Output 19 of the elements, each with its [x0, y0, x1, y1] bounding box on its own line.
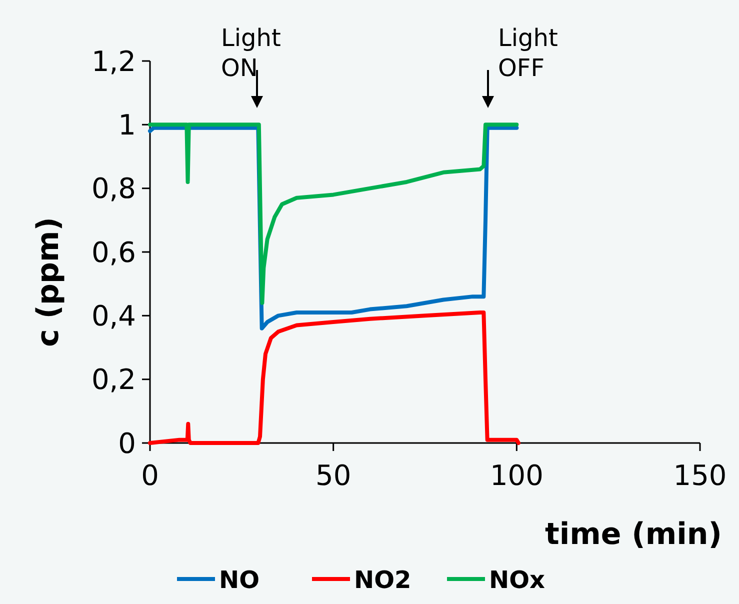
y-axis-title: c (ppm): [31, 217, 66, 347]
line-series: [148, 310, 520, 445]
y-tick-label: 0,2: [91, 363, 136, 396]
x-tick-label: 50: [316, 459, 352, 492]
y-tick-label: 0,8: [91, 172, 136, 206]
x-tick-label: 150: [673, 459, 727, 492]
legend-label: NOx: [489, 566, 546, 594]
x-axis-title: time (min): [545, 517, 722, 552]
annotation: Light OFF: [498, 24, 558, 82]
x-tick-label: 0: [141, 459, 159, 492]
y-tick-label: 1: [118, 108, 136, 142]
legend-label: NO: [219, 566, 260, 594]
annotation: Light ON: [221, 24, 281, 82]
y-tick-label: 1,2: [91, 44, 136, 78]
y-tick-label: 0,6: [91, 236, 136, 269]
y-tick-label: 0: [118, 426, 136, 460]
x-tick-label: 100: [490, 459, 544, 492]
y-tick-label: 0,4: [91, 299, 136, 332]
legend-label: NO2: [354, 566, 412, 594]
